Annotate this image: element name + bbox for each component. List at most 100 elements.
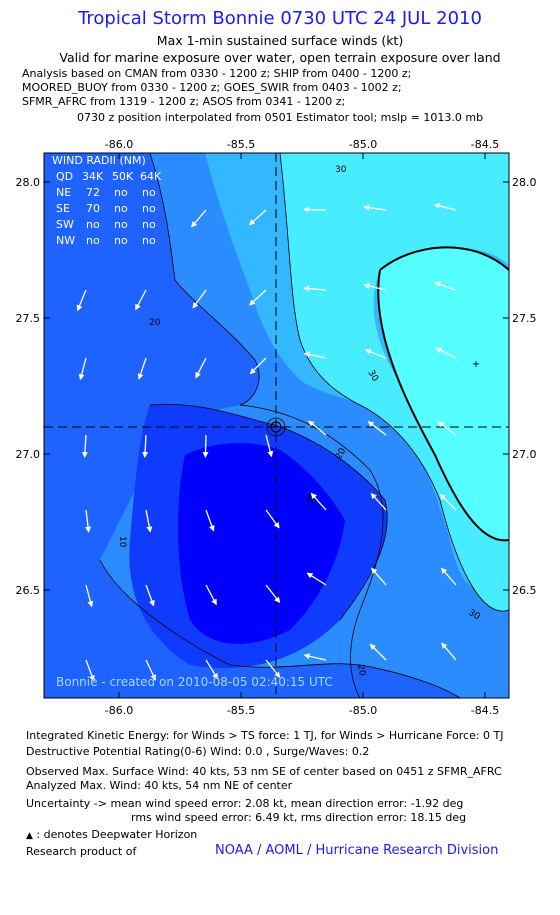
contour-label: 20 (355, 664, 367, 677)
deepwater-marker: + (472, 359, 480, 370)
wind-arrow (145, 584, 155, 607)
wind-arrow (248, 209, 267, 226)
x-tick-label-bottom: -84.5 (471, 704, 499, 715)
contour-lines (99, 153, 509, 698)
deepwater-triangle-icon: ▲ (26, 831, 33, 841)
wind-arrow (76, 289, 87, 312)
wind-arrow (370, 492, 387, 511)
wind-arrow (205, 659, 219, 680)
band-35 (378, 247, 509, 541)
y-tick-label-right: 26.5 (512, 584, 537, 597)
wind-radii-quadrant: SW (56, 218, 74, 231)
deepwater-legend: ▲ : denotes Deepwater Horizon (26, 828, 197, 841)
wind-radii-header-qd: QD (56, 170, 73, 183)
research-label: Research product of (26, 845, 137, 858)
wind-arrow (441, 642, 457, 661)
wind-arrow (191, 209, 207, 228)
y-tick-label-right: 27.0 (512, 448, 537, 461)
wind-arrow (435, 347, 457, 359)
wind-radii-value: no (86, 218, 100, 231)
analysis-line-1: Analysis based on CMAN from 0330 - 1200 … (22, 67, 412, 80)
wind-radii-value: no (142, 186, 156, 199)
dpr-line: Destructive Potential Rating(0-6) Wind: … (26, 745, 370, 758)
wind-arrow (371, 567, 387, 586)
noaa-credit: NOAA / AOML / Hurricane Research Divisio… (215, 843, 499, 858)
analyzed-max-line: Analyzed Max. Wind: 40 kts, 54 nm NE of … (26, 779, 293, 792)
wind-arrow (195, 357, 207, 379)
wind-arrow (78, 357, 87, 381)
wind-radii-value: no (114, 186, 128, 199)
wind-field: + 30 20 30 20 10 10 20 30 WIND RADII (NM… (44, 153, 509, 698)
x-tick-label-bottom: -85.0 (349, 704, 377, 715)
contour-label: 30 (335, 165, 347, 175)
wind-radii-header-50k: 50K (112, 170, 134, 183)
wind-arrow (205, 584, 217, 606)
wind-arrow (303, 285, 327, 292)
wind-arrow (303, 653, 327, 661)
wind-arrow (192, 289, 207, 309)
wind-arrow (303, 206, 327, 213)
page-title: Tropical Storm Bonnie 0730 UTC 24 JUL 20… (78, 8, 482, 29)
wind-arrow (145, 659, 156, 681)
valid-line: Valid for marine exposure over water, op… (59, 50, 501, 65)
wind-radii-header-64k: 64K (140, 170, 162, 183)
x-tick-label-bottom: -85.5 (227, 704, 255, 715)
wind-radii-value: no (114, 234, 128, 247)
wind-radii-value: no (114, 202, 128, 215)
wind-arrow (265, 509, 280, 529)
plot-frame (43, 152, 510, 699)
wind-radii-title: WIND RADII (NM) (52, 154, 146, 167)
storm-center (270, 421, 282, 433)
ike-line: Integrated Kinetic Energy: for Winds > T… (26, 729, 504, 742)
wind-arrow (142, 434, 149, 458)
wind-radii-table: WIND RADII (NM) QD 34K 50K 64K NE 72 no … (52, 154, 162, 247)
contour-label: 10 (117, 536, 127, 548)
x-tick-label-bottom: -86.0 (105, 704, 133, 715)
wind-arrow (145, 509, 153, 533)
wind-radii-header-34k: 34K (82, 170, 104, 183)
wind-arrow (363, 204, 387, 211)
contour-35 (377, 246, 509, 542)
wind-arrow (434, 281, 457, 291)
wind-arrow (303, 351, 327, 359)
wind-arrow (249, 357, 267, 375)
analysis-line-3: SFMR_AFRC from 1319 - 1200 z; ASOS from … (22, 95, 346, 108)
contour-label: 20 (149, 318, 161, 328)
wind-radii-value: 72 (86, 186, 100, 199)
wind-arrow (369, 643, 387, 661)
band-5 (178, 443, 345, 644)
contour-15-south (99, 559, 461, 698)
wind-arrow (308, 420, 327, 436)
wind-arrow (364, 348, 387, 359)
wind-arrow (440, 567, 457, 586)
wind-arrow (310, 492, 327, 511)
observed-max-line: Observed Max. Surface Wind: 40 kts, 53 n… (26, 765, 502, 778)
wind-arrow (205, 509, 215, 532)
wind-arrow (306, 572, 327, 586)
contour-30-north (279, 153, 361, 406)
analysis-line-2: MOORED_BUOY from 0330 - 1200 z; GOES_SWI… (22, 81, 402, 94)
storm-center-ring (266, 417, 286, 437)
y-tick-label-left: 28.0 (16, 176, 41, 189)
wind-arrow (437, 421, 457, 436)
wind-radii-quadrant: NE (56, 186, 71, 199)
y-tick-label-left: 27.5 (16, 312, 41, 325)
wind-radii-quadrant: NW (56, 234, 75, 247)
wind-radii-quadrant: SE (56, 202, 70, 215)
wind-arrow (85, 509, 92, 533)
y-tick-label-right: 27.5 (512, 312, 537, 325)
wind-arrow (85, 584, 94, 608)
contour-20-south (239, 404, 384, 698)
wind-radii-value: no (86, 234, 100, 247)
wind-arrow (202, 434, 209, 458)
y-tick-label-left: 27.0 (16, 448, 41, 461)
wind-map: + 30 20 30 20 10 10 20 30 WIND RADII (NM… (16, 138, 537, 715)
wind-arrow (265, 434, 274, 458)
contour-10 (149, 403, 388, 621)
y-tick-label-left: 26.5 (16, 584, 41, 597)
x-tick-label-top: -86.0 (105, 138, 133, 151)
wind-arrow (81, 434, 88, 458)
x-tick-label-top: -84.5 (471, 138, 499, 151)
position-line: 0730 z position interpolated from 0501 E… (76, 111, 484, 124)
deepwater-legend-text: : denotes Deepwater Horizon (36, 828, 198, 841)
